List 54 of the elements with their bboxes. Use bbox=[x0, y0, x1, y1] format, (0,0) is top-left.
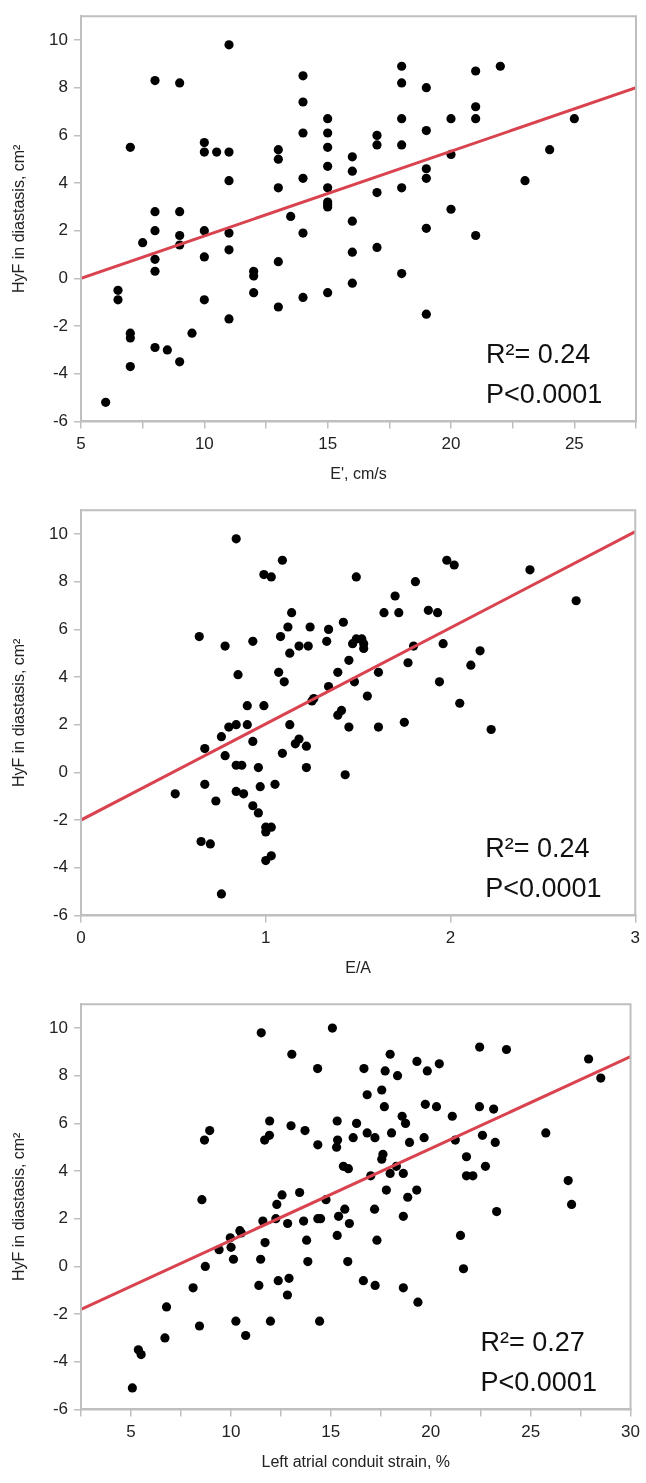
y-tick-label: 10 bbox=[49, 523, 68, 543]
y-tick-label: -4 bbox=[52, 857, 68, 877]
y-axis-title: HyF in diastasis, cm² bbox=[10, 637, 28, 788]
annotation: R²= 0.27 bbox=[480, 1327, 585, 1358]
y-tick-label: 0 bbox=[58, 268, 68, 288]
annotation: R²= 0.24 bbox=[485, 833, 590, 864]
x-tick-label: 25 bbox=[521, 1422, 541, 1442]
y-tick-label: 8 bbox=[58, 77, 68, 97]
x-tick-label: 15 bbox=[321, 1422, 341, 1442]
y-tick-label: 10 bbox=[49, 29, 68, 49]
annotation: P<0.0001 bbox=[486, 379, 603, 410]
y-tick-label: 4 bbox=[58, 172, 68, 192]
y-tick-label: -2 bbox=[52, 809, 68, 829]
x-axis-title: E', cm/s bbox=[330, 464, 387, 482]
y-tick-label: 6 bbox=[58, 125, 68, 145]
y-tick-label: 0 bbox=[58, 762, 68, 782]
annotation: P<0.0001 bbox=[480, 1367, 597, 1398]
y-tick-label: 10 bbox=[49, 1017, 68, 1037]
y-tick-label: 4 bbox=[58, 1160, 68, 1180]
y-tick-label: -2 bbox=[52, 315, 68, 335]
x-tick-label: 0 bbox=[76, 928, 86, 948]
x-tick-label: 10 bbox=[221, 1422, 241, 1442]
y-tick-label: 4 bbox=[58, 666, 68, 686]
x-tick-label: 20 bbox=[421, 1422, 441, 1442]
y-tick-label: -4 bbox=[52, 1351, 68, 1371]
x-tick-label: 25 bbox=[564, 434, 584, 454]
y-tick-label: 8 bbox=[58, 1065, 68, 1085]
y-tick-label: 2 bbox=[58, 714, 68, 734]
x-axis-title: Left atrial conduit strain, % bbox=[261, 1452, 451, 1470]
x-tick-label: 15 bbox=[318, 434, 338, 454]
y-tick-label: -4 bbox=[52, 363, 68, 383]
y-tick-label: 8 bbox=[58, 571, 68, 591]
y-axis-title: HyF in diastasis, cm² bbox=[10, 143, 28, 294]
y-tick-label: 0 bbox=[58, 1256, 68, 1276]
y-tick-label: 2 bbox=[58, 1208, 68, 1228]
y-tick-label: 6 bbox=[58, 1113, 68, 1133]
x-tick-label: 5 bbox=[126, 1422, 136, 1442]
x-axis-title: E/A bbox=[345, 958, 372, 976]
x-tick-label: 3 bbox=[630, 928, 641, 948]
y-tick-label: -6 bbox=[52, 905, 68, 925]
y-tick-label: -6 bbox=[52, 411, 68, 431]
y-tick-label: 6 bbox=[58, 619, 68, 639]
x-tick-label: 2 bbox=[445, 928, 456, 948]
annotation: P<0.0001 bbox=[485, 873, 602, 904]
x-tick-label: 10 bbox=[194, 434, 214, 454]
y-tick-label: -2 bbox=[52, 1303, 68, 1323]
y-tick-label: -6 bbox=[52, 1399, 68, 1419]
x-tick-label: 5 bbox=[76, 434, 86, 454]
x-tick-label: 30 bbox=[621, 1422, 641, 1442]
x-tick-label: 20 bbox=[441, 434, 461, 454]
y-axis-title: HyF in diastasis, cm² bbox=[10, 1131, 28, 1282]
x-tick-label: 1 bbox=[261, 928, 271, 948]
annotation: R²= 0.24 bbox=[486, 339, 591, 370]
y-tick-label: 2 bbox=[58, 220, 68, 240]
